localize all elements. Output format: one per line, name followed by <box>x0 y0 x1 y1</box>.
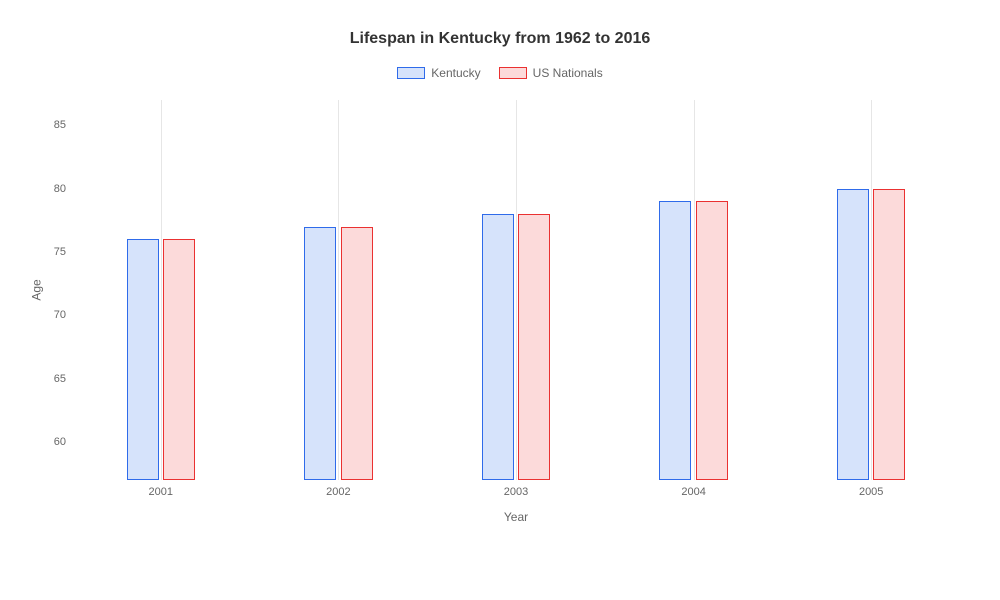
bar[interactable] <box>482 214 514 480</box>
legend-swatch-us-nationals <box>499 67 527 79</box>
bar[interactable] <box>127 239 159 480</box>
gridline-vertical <box>161 100 162 480</box>
legend-item-us-nationals[interactable]: US Nationals <box>499 66 603 80</box>
y-tick: 75 <box>54 246 66 258</box>
bar[interactable] <box>696 201 728 480</box>
chart-title: Lifespan in Kentucky from 1962 to 2016 <box>40 30 960 48</box>
chart-container: Lifespan in Kentucky from 1962 to 2016 K… <box>0 0 1000 600</box>
plot-area <box>72 100 960 480</box>
bar[interactable] <box>837 189 869 480</box>
legend-swatch-kentucky <box>397 67 425 79</box>
y-tick: 60 <box>54 436 66 448</box>
gridline-vertical <box>516 100 517 480</box>
y-tick: 65 <box>54 373 66 385</box>
bar[interactable] <box>873 189 905 480</box>
gridline-vertical <box>871 100 872 480</box>
y-axis-ticks: 60 65 70 75 80 85 <box>40 100 72 480</box>
x-tick: 2004 <box>681 486 705 498</box>
legend-label-us-nationals: US Nationals <box>533 66 603 80</box>
y-tick: 85 <box>54 119 66 131</box>
gridline-vertical <box>694 100 695 480</box>
bar[interactable] <box>163 239 195 480</box>
legend-label-kentucky: Kentucky <box>431 66 480 80</box>
x-axis-ticks: 2001 2002 2003 2004 2005 <box>72 480 960 504</box>
bar[interactable] <box>518 214 550 480</box>
bar[interactable] <box>304 227 336 480</box>
bar[interactable] <box>341 227 373 480</box>
x-axis-label: Year <box>72 510 960 524</box>
x-tick: 2005 <box>859 486 883 498</box>
legend-item-kentucky[interactable]: Kentucky <box>397 66 480 80</box>
x-tick: 2002 <box>326 486 350 498</box>
gridline-vertical <box>338 100 339 480</box>
y-tick: 80 <box>54 183 66 195</box>
x-tick: 2001 <box>149 486 173 498</box>
plot-wrap: Age 606570758085 <box>40 100 960 480</box>
bar[interactable] <box>659 201 691 480</box>
x-tick: 2003 <box>504 486 528 498</box>
y-tick: 70 <box>54 309 66 321</box>
legend: Kentucky US Nationals <box>40 66 960 80</box>
